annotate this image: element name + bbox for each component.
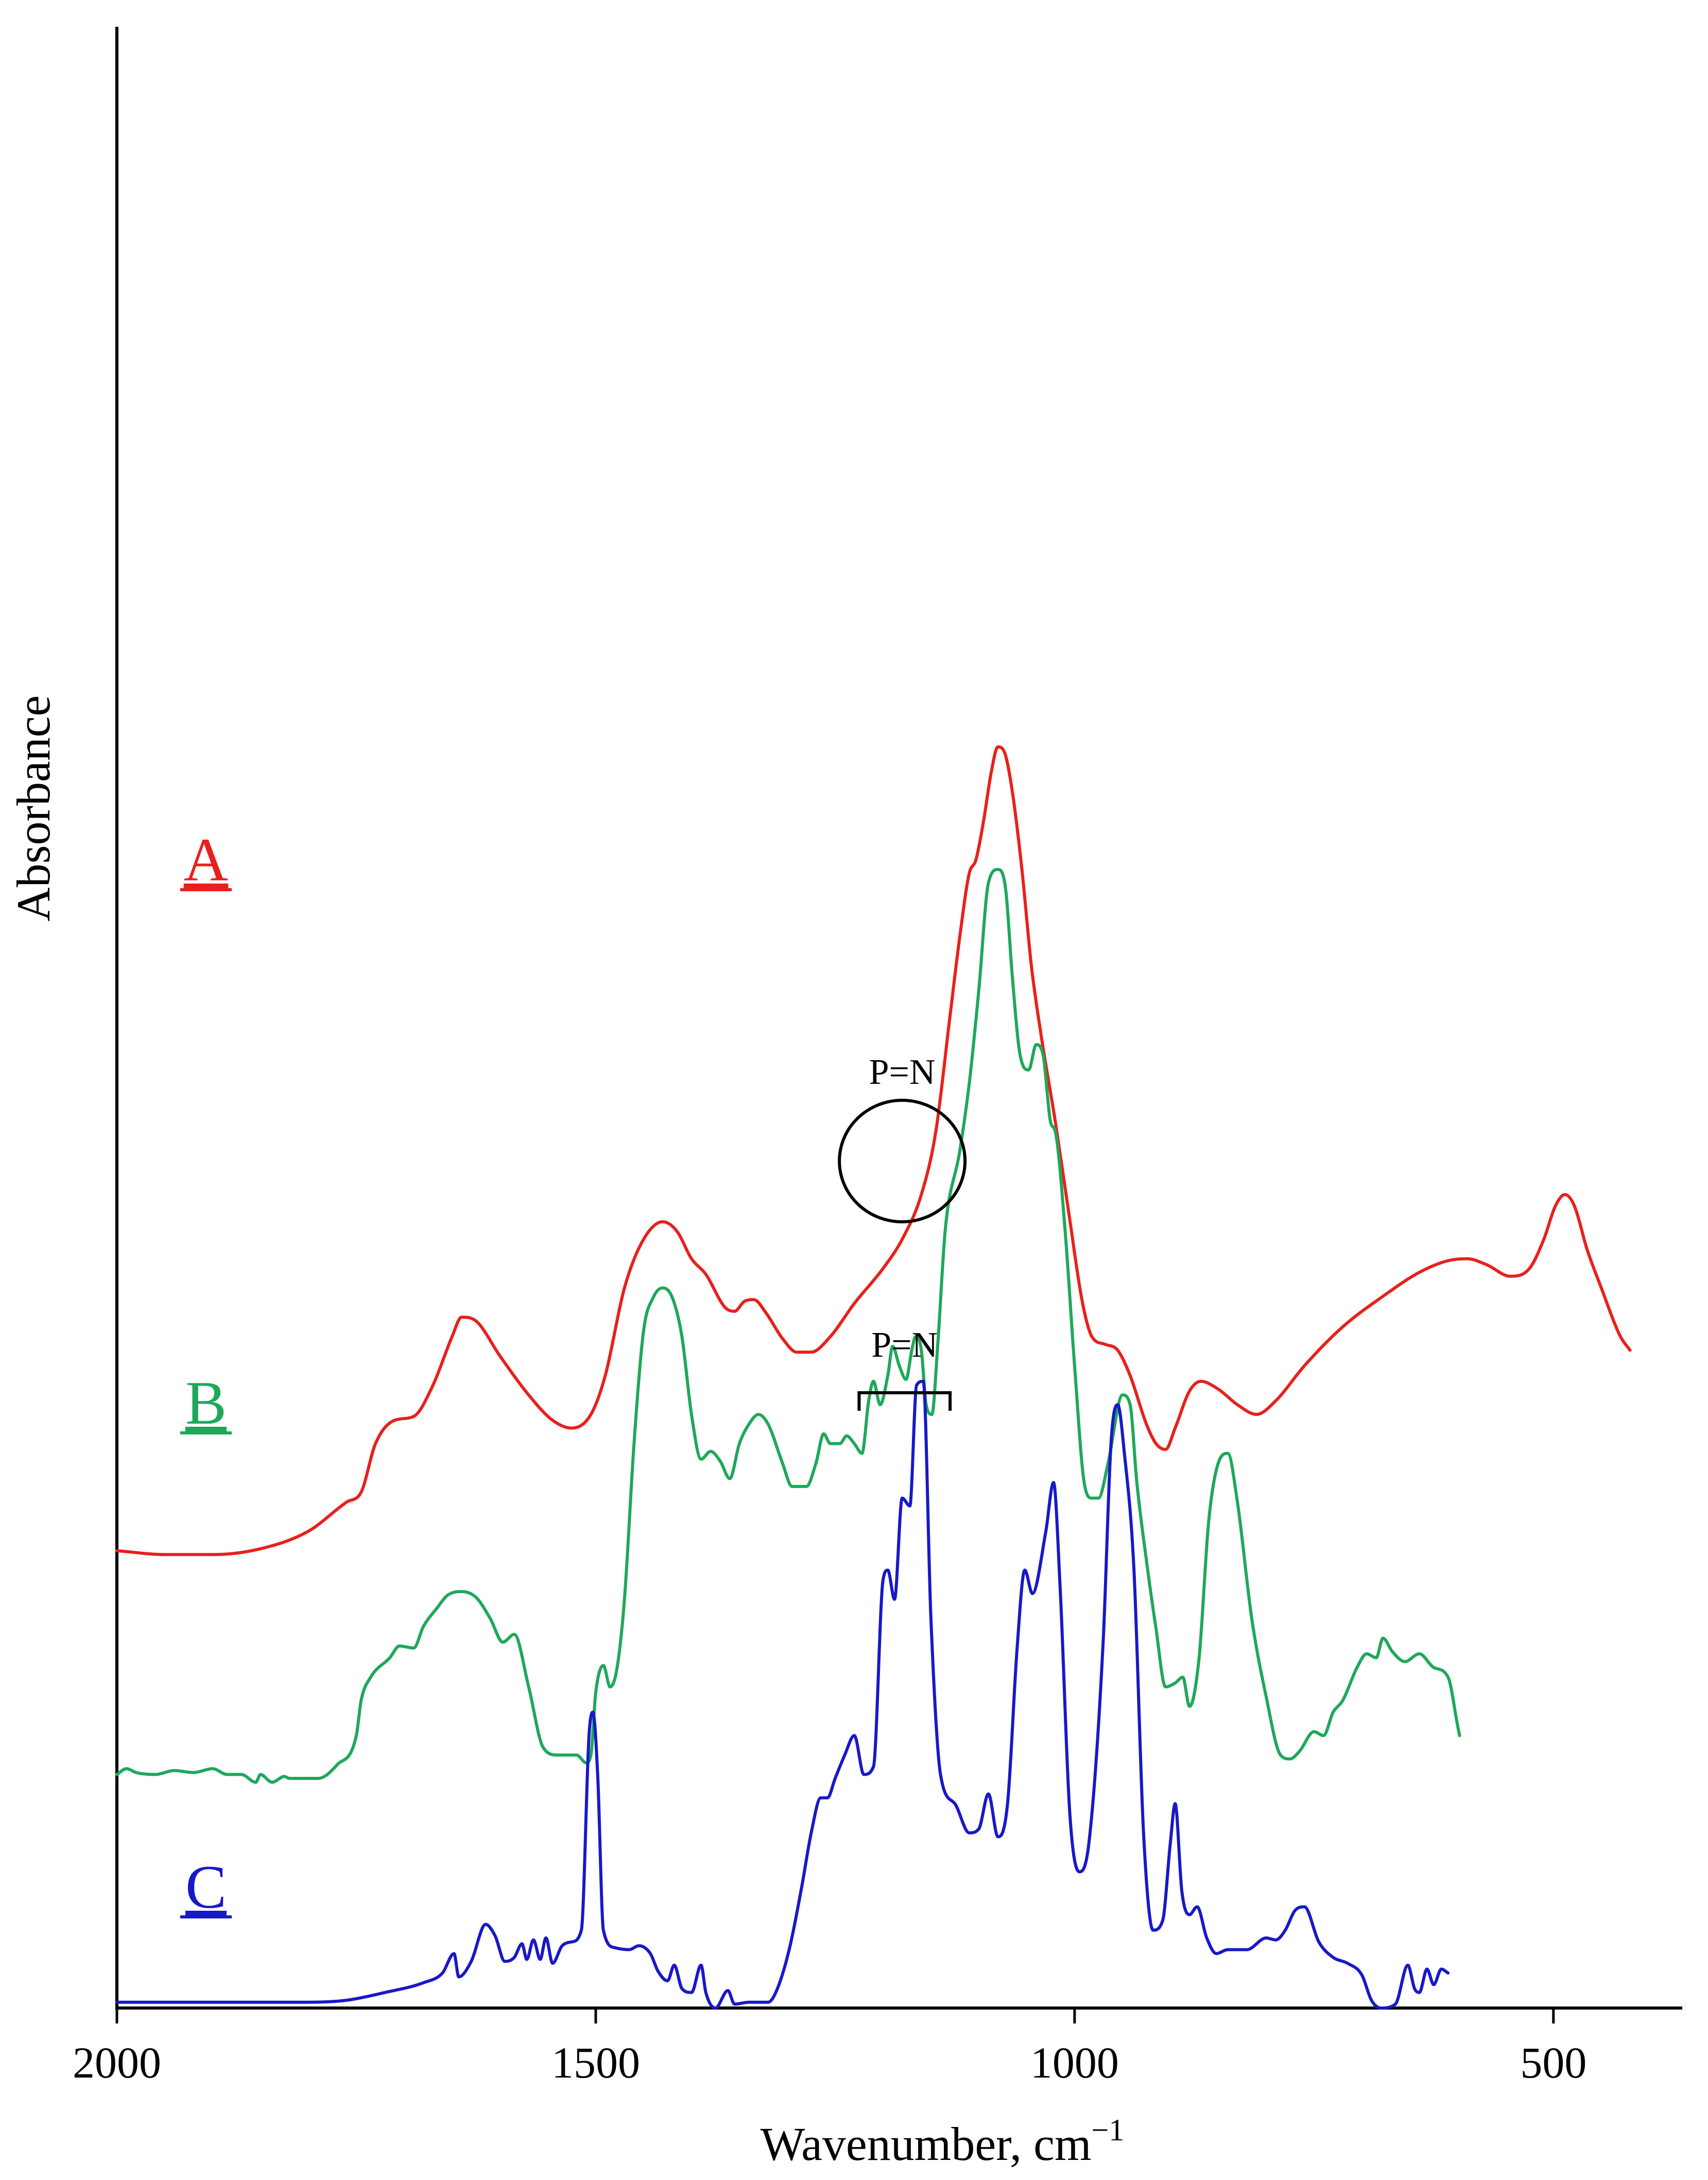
series-label-a: A xyxy=(184,825,229,894)
x-tick-label: 1000 xyxy=(1030,2038,1119,2087)
x-tick-label: 1500 xyxy=(551,2038,640,2087)
pn-annotation-label-c: P=N xyxy=(871,1325,938,1365)
x-axis-title-superscript: −1 xyxy=(1092,2113,1125,2147)
series-labels: A B C xyxy=(180,825,232,1921)
x-axis-ticks: 2000 1500 1000 500 xyxy=(73,2008,1586,2087)
series-c-line xyxy=(115,1379,1450,2010)
y-axis-title: Absorbance xyxy=(7,695,60,921)
pn-bracket-annotation xyxy=(857,1391,952,1411)
x-axis-title: Wavenumber, cm−1 xyxy=(761,2113,1125,2170)
series-a-line xyxy=(115,745,1632,1556)
series-b-line xyxy=(115,868,1461,1784)
pn-annotation-label-b: P=N xyxy=(869,1052,936,1092)
series-layer xyxy=(115,745,1632,2010)
x-tick-label: 2000 xyxy=(73,2038,161,2087)
x-axis-title-main: Wavenumber, cm xyxy=(761,2118,1092,2170)
annotations: P=N P=N xyxy=(838,1052,967,1411)
x-tick-label: 500 xyxy=(1520,2038,1586,2087)
series-label-b: B xyxy=(185,1369,227,1437)
series-label-c: C xyxy=(185,1853,227,1921)
pn-circle-annotation xyxy=(838,1099,967,1223)
